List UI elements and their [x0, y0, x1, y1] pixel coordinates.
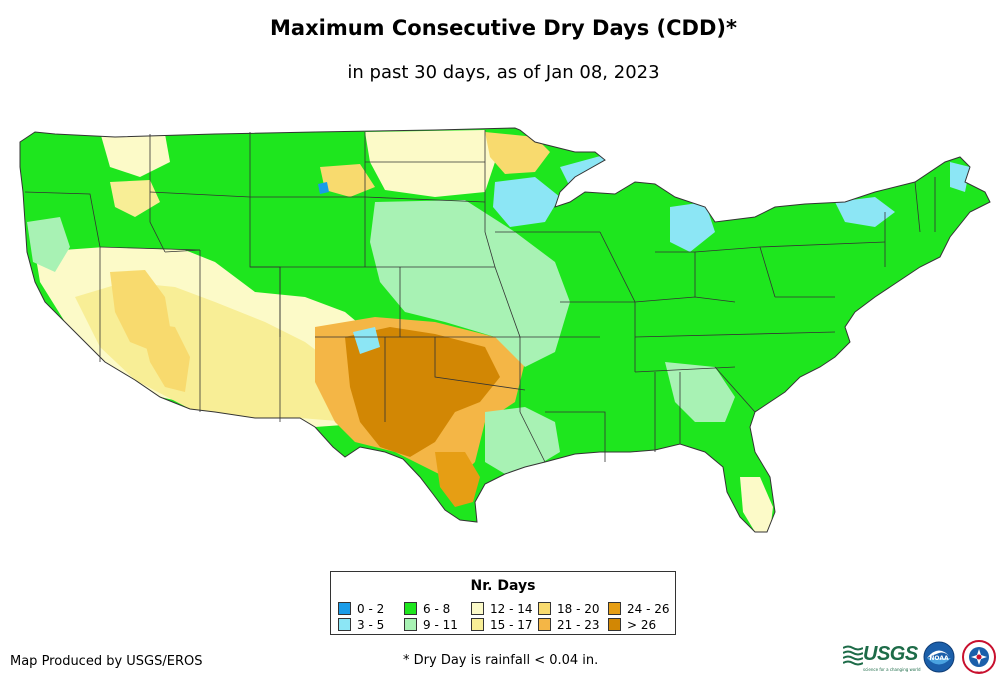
dry-area-montana-patch [320, 164, 375, 197]
noaa-logo-icon: NOAA [923, 641, 955, 673]
legend-swatch [404, 618, 417, 631]
dry-day-footnote: * Dry Day is rainfall < 0.04 in. [403, 653, 599, 668]
legend-item-9-11: 9 - 11 [404, 618, 458, 631]
legend-swatch [471, 618, 484, 631]
noaa-logo-text: NOAA [929, 655, 949, 662]
legend-label: 21 - 23 [557, 617, 600, 632]
nws-logo-icon: NWS [962, 640, 996, 674]
legend-item-12-14: 12 - 14 [471, 602, 533, 615]
legend-label: > 26 [627, 617, 657, 632]
moderate-area-west-coast [27, 217, 70, 272]
usgs-wordmark: USGS [863, 643, 918, 665]
legend-label: 15 - 17 [490, 617, 533, 632]
legend-swatch [471, 602, 484, 615]
map-subtitle: in past 30 days, as of Jan 08, 2023 [347, 62, 660, 83]
dry-area-texas-core [345, 327, 500, 457]
conus-dry-days-map [19, 127, 991, 533]
legend-label: 6 - 8 [423, 601, 451, 616]
map-title: Maximum Consecutive Dry Days (CDD)* [270, 16, 737, 40]
dry-area-idaho [110, 180, 160, 217]
wet-area-minnesota [493, 177, 560, 227]
moderate-area-southeast [665, 362, 735, 422]
legend-swatch [338, 618, 351, 631]
wet-area-montana [318, 182, 329, 194]
wet-area-texas-panhandle [353, 327, 380, 354]
legend-item-18-20: 18 - 20 [538, 602, 600, 615]
wet-area-michigan [670, 202, 715, 252]
legend-label: 18 - 20 [557, 601, 600, 616]
moderate-area-oklahoma-texas [485, 407, 560, 474]
dry-area-north-dakota [485, 132, 550, 174]
legend-swatch [608, 602, 621, 615]
legend-label: 24 - 26 [627, 601, 670, 616]
wet-area-maine [950, 162, 970, 192]
legend-item-0-2: 0 - 2 [338, 602, 384, 615]
dry-area-dakotas [365, 130, 495, 197]
nws-logo-text: NWS [975, 670, 982, 674]
legend-swatch [608, 618, 621, 631]
legend-swatch [404, 602, 417, 615]
usgs-logo: USGS science for a changing world [843, 643, 921, 672]
dry-area-florida [740, 477, 773, 532]
dry-area-arizona [140, 322, 190, 392]
legend-item-24-26: 24 - 26 [608, 602, 670, 615]
usgs-wave-icon [843, 645, 863, 665]
legend-item-3-5: 3 - 5 [338, 618, 384, 631]
legend-swatch [538, 602, 551, 615]
legend-item-15-17: 15 - 17 [471, 618, 533, 631]
dry-area-northern-mt [100, 132, 170, 177]
map-producer-credit: Map Produced by USGS/EROS [10, 654, 203, 669]
conus-outline [19, 127, 991, 533]
legend-label: 0 - 2 [357, 601, 385, 616]
legend-item-gt-26: > 26 [608, 618, 656, 631]
legend-item-21-23: 21 - 23 [538, 618, 600, 631]
legend-swatch [538, 618, 551, 631]
legend-swatch [338, 602, 351, 615]
state-borders [24, 130, 936, 463]
wet-area-new-england [835, 197, 895, 227]
moderate-area-central-plains [370, 200, 570, 367]
usgs-tagline: science for a changing world [863, 667, 921, 672]
legend-label: 12 - 14 [490, 601, 533, 616]
legend-item-6-8: 6 - 8 [404, 602, 450, 615]
legend-title: Nr. Days [470, 578, 536, 594]
legend: Nr. Days 0 - 2 3 - 5 6 - 8 9 - 11 12 - 1… [330, 571, 676, 635]
dry-area-south-texas [435, 452, 480, 507]
legend-label: 9 - 11 [423, 617, 458, 632]
legend-label: 3 - 5 [357, 617, 385, 632]
